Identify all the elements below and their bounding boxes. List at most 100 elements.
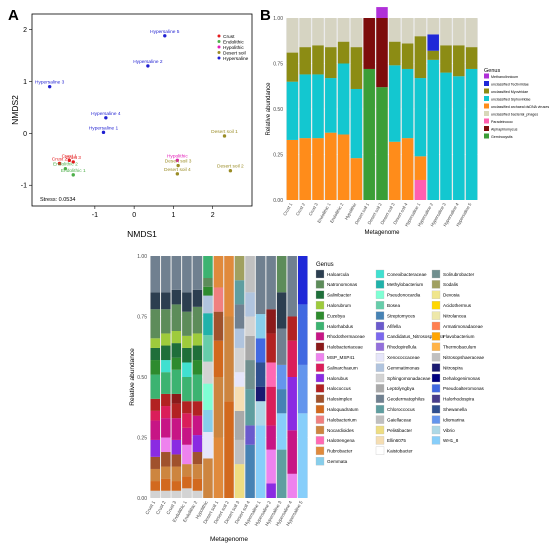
bar-segment-endolithic-2-6 — [192, 401, 203, 416]
legend-label-halorubrum: Halorubrum — [327, 303, 351, 308]
bar-segment-crust-2-2 — [161, 466, 171, 479]
bar-segment-crust-3-unclassified-myoviridae — [312, 45, 324, 75]
legend-label-armatimonadaceae: Armatimonadaceae — [443, 324, 483, 329]
legend-label-halobacterium: Halobacterium — [327, 417, 357, 422]
bar-segment-crust-2-unclassified-siphoviridae — [299, 74, 311, 139]
legend-swatch-unclassified-tectiviridae — [484, 81, 489, 86]
legend-label-halotrengena: Halotrengena — [327, 438, 355, 443]
bar-segment-crust-2-8 — [161, 372, 171, 394]
x-tick-label-crust-1: Crust 1 — [282, 201, 294, 216]
legend-label-bosea: Bosea — [387, 303, 400, 308]
legend-swatch-endolithic — [217, 40, 221, 43]
y-tick-label: 1 — [23, 79, 27, 86]
bar-segment-desert-soil-1-0 — [213, 437, 224, 498]
bar-segment-crust-3-11 — [171, 331, 182, 344]
bar-segment-crust-3-5 — [171, 418, 182, 440]
bar-segment-crust-3-14 — [171, 256, 182, 290]
bar-segment-hypersaline-2-3 — [266, 386, 276, 426]
bar-segment-hypersaline-5-unclassified-siphoviridae — [465, 68, 478, 201]
bar-segment-desert-soil-1-3 — [213, 311, 224, 341]
bar-segment-hypersaline-1-unclassified-archaeal-dsdna-viruses — [414, 156, 427, 180]
y-tick-label: 0.00 — [137, 496, 147, 502]
bar-segment-hypolithic-unclassified-archaeal-dsdna-viruses — [350, 158, 363, 200]
bar-segment-desert-soil-1-1 — [213, 377, 224, 438]
bar-segment-hypersaline-5-2 — [297, 304, 308, 365]
bar-segment-crust-2-0 — [161, 490, 171, 498]
bar-segment-crust-1-6 — [150, 410, 161, 421]
bar-segment-endolithic-2-other — [337, 18, 350, 42]
legend-label-flavobacterium: Flavobacterium — [443, 334, 475, 339]
data-point-hypersaline-3 — [47, 84, 52, 89]
legend-label-geodermatophilus: Geodermatophilus — [387, 397, 425, 402]
x-tick-label: 0 — [132, 212, 136, 219]
legend-label-thermobaculum: Thermobaculum — [443, 345, 476, 350]
data-point-desert-soil-2 — [228, 169, 233, 173]
bar-segment-hypersaline-2-other — [427, 18, 439, 35]
bar-segment-endolithic-1-2 — [182, 464, 192, 477]
legend-label-idiomarina: Idiomarina — [443, 417, 465, 422]
legend-label-methanolinnicum: Methanolinnicum — [491, 75, 518, 79]
bar-segment-crust-1-5 — [150, 420, 161, 440]
legend-swatch-geodermatophilus — [375, 394, 385, 403]
legend-label-salinarchaeum: Salinarchaeum — [327, 365, 358, 370]
legend-swatch-salinibacter — [315, 290, 325, 299]
legend-swatch-unclassified-myoviridae — [484, 88, 489, 94]
legend-swatch-halobacteriaceae — [315, 342, 325, 351]
bar-segment-desert-soil-4-4 — [245, 335, 255, 361]
y-tick-label: 1.00 — [137, 254, 147, 260]
bar-segment-hypolithic-10 — [203, 256, 213, 278]
bar-segment-endolithic-2-1 — [192, 478, 203, 491]
bar-segment-endolithic-2-unclassified-archaeal-dsdna-viruses — [337, 134, 350, 200]
bar-segment-desert-soil-3-6 — [234, 328, 245, 348]
point-label-hypersaline-1: Hypersaline 1 — [89, 125, 119, 131]
bar-segment-hypersaline-3-unclassified-myoviridae — [440, 45, 452, 73]
legend-label-vibrio: Vibrio — [443, 428, 455, 433]
x-axis-label: NMDS1 — [127, 229, 157, 239]
legend-swatch-halorubus — [315, 373, 325, 383]
bar-segment-hypersaline-4-3 — [287, 340, 297, 377]
y-tick-label: 2 — [23, 27, 27, 34]
bar-segment-endolithic-1-1 — [182, 476, 192, 489]
legend-swatch-natronomonas — [315, 280, 325, 289]
data-point-desert-soil-4 — [175, 172, 180, 176]
bar-segment-crust-2-11 — [161, 333, 171, 346]
legend-swatch-halorhabdus — [315, 321, 325, 331]
legend-label-nocardioides: Nocardioides — [327, 428, 355, 433]
y-axis-label: Relative abundance — [266, 82, 272, 136]
y-axis-label: Relative abundance — [129, 348, 136, 406]
bar-segment-desert-soil-2-alphaphlomycus — [376, 18, 388, 88]
bar-segment-hypolithic-0 — [203, 458, 213, 498]
bar-segment-desert-soil-3-8 — [234, 280, 245, 305]
legend-label-rubrobacter: Rubrobacter — [327, 449, 353, 454]
bar-segment-desert-soil-3-4 — [234, 372, 245, 387]
bar-segment-hypersaline-4-unclassified-myoviridae — [453, 45, 465, 77]
bar-segment-hypersaline-4-5 — [287, 256, 297, 317]
bar-segment-crust-1-10 — [150, 347, 161, 361]
point-label-hypersaline-2: Hypersaline 2 — [133, 59, 163, 65]
legend-label-unclassified-archaeal-dsdna-viruses: unclassified archaeal dsDNA viruses — [491, 105, 549, 109]
bar-segment-crust-1-8 — [150, 374, 161, 399]
bar-segment-desert-soil-1-2 — [213, 340, 224, 377]
x-axis-label: Metagenome — [210, 536, 248, 543]
bar-segment-crust-1-1 — [150, 481, 161, 491]
bar-segment-desert-soil-4-unclassified-myoviridae — [401, 43, 414, 69]
bar-segment-hypersaline-1-unclassified-siphoviridae — [414, 78, 427, 157]
point-label-hypersaline-3: Hypersaline 3 — [35, 80, 65, 86]
bar-segment-crust-1-14 — [150, 256, 161, 293]
legend-swatch-geminocystis — [484, 133, 489, 139]
bar-segment-hypersaline-4-2 — [287, 377, 297, 431]
point-label-desert-soil-1: Desert soil 1 — [211, 129, 238, 135]
bar-segment-hypersaline-4-1 — [287, 430, 297, 474]
legend-swatch-halobacterium — [315, 415, 325, 424]
legend-label-gemmata: Gemmata — [327, 459, 348, 464]
legend-swatch-pseudoalteromonas — [431, 384, 441, 393]
bar-segment-endolithic-2-2 — [192, 464, 203, 479]
legend-label-shewanella: Shewanella — [443, 407, 467, 412]
bar-segment-hypersaline-2-5 — [266, 333, 276, 363]
bar-segment-desert-soil-4-other — [401, 18, 414, 44]
bar-segment-hypolithic-1 — [203, 432, 213, 459]
bar-segment-desert-soil-2-2 — [224, 256, 234, 317]
bar-segment-hypolithic-9 — [203, 278, 213, 287]
bar-segment-crust-3-9 — [171, 357, 182, 370]
